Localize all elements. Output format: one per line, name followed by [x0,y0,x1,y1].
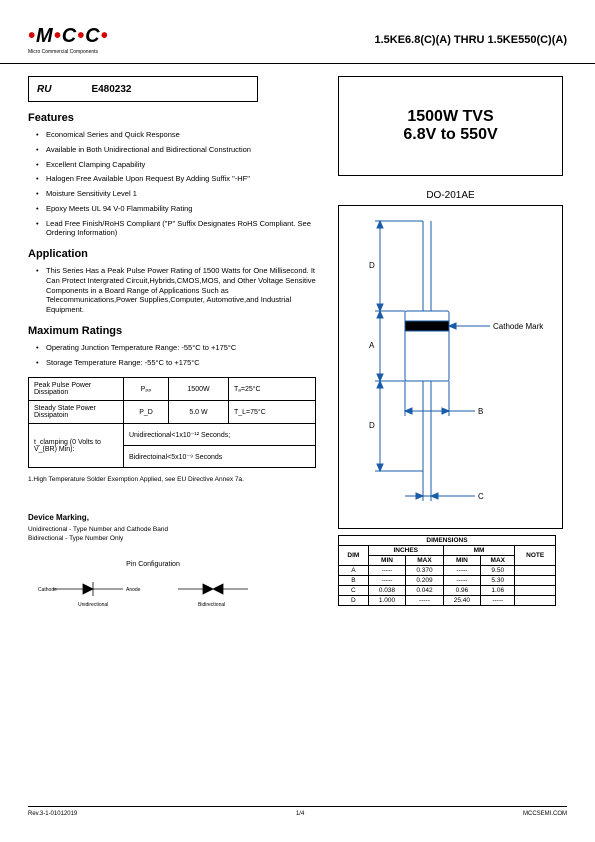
svg-text:Cathode Mark: Cathode Mark [493,322,544,331]
feature-item: Moisture Sensitivity Level 1 [36,189,320,199]
cell: Pₚₚ [124,378,169,401]
table-row: D 1.000 ----- 25.40 ----- [339,596,556,606]
device-marking-heading: Device Marking, [28,513,320,522]
application-text: This Series Has a Peak Pulse Power Ratin… [28,266,320,315]
features-list: Economical Series and Quick Response Ava… [28,130,320,238]
dim-header: MM [443,546,515,556]
pin-config-heading: Pin Configuration [28,561,278,568]
dimensions-table: DIMENSIONS DIM INCHES MM NOTE MIN MAX MI… [338,535,556,606]
cell: Peak Pulse Power Dissipation [29,378,124,401]
package-outline-diagram: D A D Cathode Mark [345,216,550,516]
cell: Tₐ=25°C [229,378,316,401]
dims-title: DIMENSIONS [339,536,556,546]
certification-box: RU E480232 [28,76,258,102]
feature-item: Halogen Free Available Upon Request By A… [36,174,320,184]
cert-number: E480232 [91,84,131,95]
cell: 5.0 W [169,401,229,424]
rating-item: Storage Temperature Range: -55°C to +175… [36,358,320,368]
page-number: 1/4 [296,811,304,817]
svg-text:B: B [478,407,483,416]
cell: P_D [124,401,169,424]
cell: Bidirectoinal<5x10⁻⁹ Seconds [124,446,316,468]
svg-text:Unidirectional: Unidirectional [78,602,108,608]
pin-config-diagram: Cathode Anode Unidirectional Bidirection… [28,574,278,614]
device-marking-text: Unidirectional - Type Number and Cathode… [28,526,320,543]
dim-header: INCHES [368,546,443,556]
feature-item: Economical Series and Quick Response [36,130,320,140]
revision: Rev.3-1-01012019 [28,811,77,817]
package-name: DO-201AE [338,190,563,201]
svg-text:D: D [369,261,375,270]
dim-header: MAX [481,556,515,566]
table-row: t_clamping (0 Volts to V_(BR) Min): Unid… [29,424,316,446]
title-line2: 6.8V to 550V [403,126,497,144]
dim-header: MIN [443,556,480,566]
dim-header: DIM [339,546,369,566]
table-row: Steady State Power Dissipatoin P_D 5.0 W… [29,401,316,424]
application-item: This Series Has a Peak Pulse Power Ratin… [36,266,320,315]
svg-text:Anode: Anode [126,587,141,593]
max-ratings-list: Operating Junction Temperature Range: -5… [28,343,320,368]
dim-header: NOTE [515,546,556,566]
product-title-box: 1500W TVS 6.8V to 550V [338,76,563,176]
package-outline-box: D A D Cathode Mark [338,205,563,529]
feature-item: Lead Free Finish/RoHS Compliant ("P" Suf… [36,219,320,239]
part-number-range: 1.5KE6.8(C)(A) THRU 1.5KE550(C)(A) [374,34,567,46]
logo-text: •M•C•C• [28,25,109,48]
max-ratings-heading: Maximum Ratings [28,325,320,337]
cell: T_L=75°C [229,401,316,424]
application-heading: Application [28,248,320,260]
page-header: •M•C•C• Micro Commercial Components 1.5K… [0,0,595,64]
svg-text:D: D [369,421,375,430]
svg-text:A: A [369,341,375,350]
cell: t_clamping (0 Volts to V_(BR) Min): [29,424,124,468]
rating-item: Operating Junction Temperature Range: -5… [36,343,320,353]
website: MCCSEMI.COM [523,811,567,817]
logo-subtitle: Micro Commercial Components [28,49,109,55]
features-heading: Features [28,112,320,124]
feature-item: Epoxy Meets UL 94 V-0 Flammability Ratin… [36,204,320,214]
cell: Unidirectional<1x10⁻¹² Seconds; [124,424,316,446]
ul-mark-icon: RU [37,84,51,95]
ratings-table: Peak Pulse Power Dissipation Pₚₚ 1500W T… [28,377,316,468]
cell: Steady State Power Dissipatoin [29,401,124,424]
title-line1: 1500W TVS [407,108,493,126]
right-column: 1500W TVS 6.8V to 550V DO-201AE [338,64,563,616]
feature-item: Excellent Clamping Capability [36,160,320,170]
left-column: RU E480232 Features Economical Series an… [28,64,338,616]
logo: •M•C•C• Micro Commercial Components [28,25,109,55]
table-row: B ----- 0.209 ----- 5.30 [339,576,556,586]
dim-header: MIN [368,556,405,566]
table-row: Peak Pulse Power Dissipation Pₚₚ 1500W T… [29,378,316,401]
footnote: 1.High Temperature Solder Exemption Appl… [28,476,320,483]
table-row: C 0.038 0.042 0.96 1.06 [339,586,556,596]
cell: 1500W [169,378,229,401]
svg-text:C: C [478,492,484,501]
table-row: A ----- 0.370 ----- 9.50 [339,566,556,576]
feature-item: Available in Both Unidirectional and Bid… [36,145,320,155]
page-footer: Rev.3-1-01012019 1/4 MCCSEMI.COM [28,806,567,817]
dim-header: MAX [406,556,443,566]
svg-text:Cathode: Cathode [38,587,57,593]
svg-text:Bidirectional: Bidirectional [198,602,225,608]
